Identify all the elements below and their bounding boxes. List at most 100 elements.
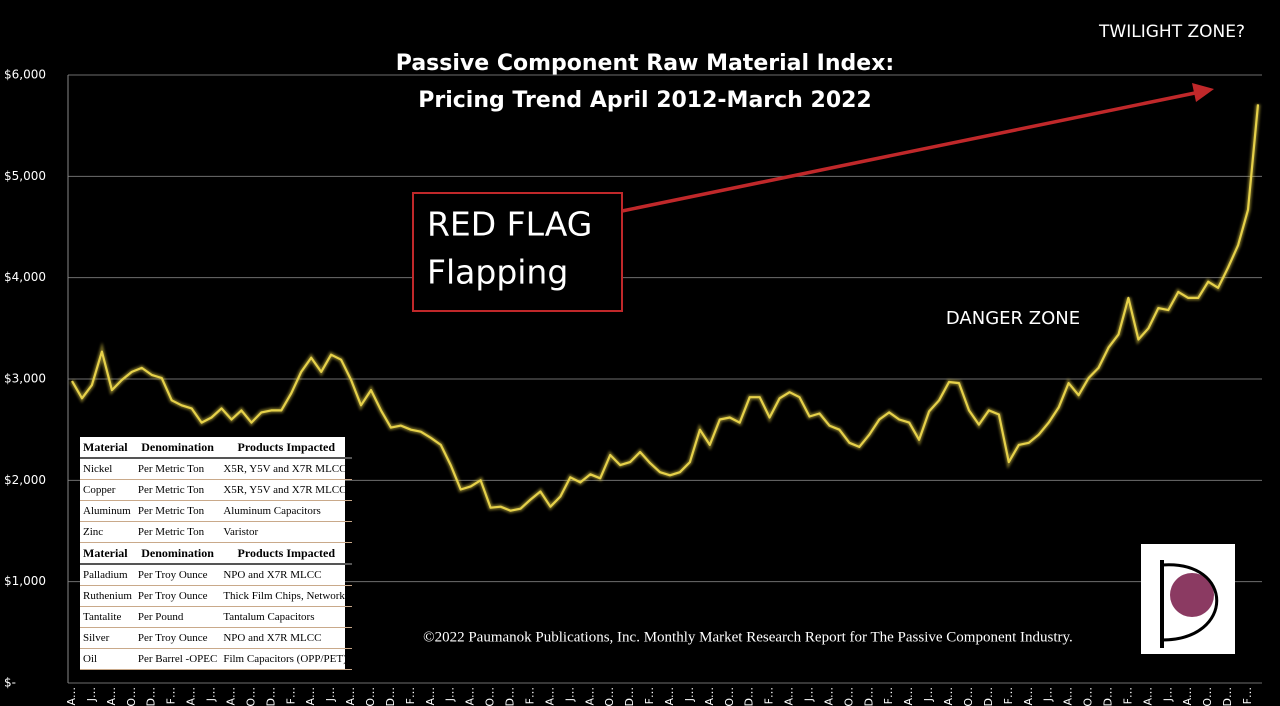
- x-tick-label: F…: [1241, 687, 1254, 704]
- x-tick-label: D…: [862, 687, 875, 706]
- x-tick-label: A…: [1141, 687, 1154, 706]
- x-tick-label: A…: [424, 687, 437, 706]
- table-cell: Silver: [80, 627, 135, 649]
- x-tick-label: D…: [264, 687, 277, 706]
- table-cell: Tantalum Capacitors: [220, 606, 353, 628]
- x-tick-label: J…: [922, 687, 935, 702]
- x-tick-label: J…: [1161, 687, 1174, 702]
- x-tick-label: A…: [583, 687, 596, 706]
- x-tick-label: J…: [1042, 687, 1055, 702]
- table-cell: Per Troy Ounce: [134, 564, 221, 586]
- x-tick-label: F…: [1121, 687, 1134, 704]
- y-tick-label: $-: [4, 676, 16, 690]
- table-cell: Tantalite: [80, 606, 135, 628]
- x-tick-label: D…: [504, 687, 517, 706]
- arrow: [621, 91, 1196, 213]
- x-tick-label: D…: [743, 687, 756, 706]
- x-tick-label: F…: [523, 687, 536, 704]
- annotation: TWILIGHT ZONE?: [1098, 22, 1245, 42]
- x-tick-label: O…: [1082, 687, 1095, 706]
- x-tick-label: F…: [165, 687, 178, 704]
- table-cell: Thick Film Chips, Networks: [220, 585, 353, 607]
- x-tick-label: A…: [304, 687, 317, 706]
- x-tick-label: F…: [643, 687, 656, 704]
- y-tick-label: $6,000: [4, 68, 46, 82]
- x-tick-label: A…: [464, 687, 477, 706]
- x-tick-label: A…: [822, 687, 835, 706]
- x-tick-label: F…: [763, 687, 776, 704]
- x-tick-label: A…: [1062, 687, 1075, 706]
- x-tick-label: A…: [902, 687, 915, 706]
- table-row: Ruthenium Per Troy Ounce Thick Film Chips,…: [80, 585, 353, 607]
- x-tick-label: O…: [723, 687, 736, 706]
- y-tick-label: $2,000: [4, 473, 46, 487]
- x-tick-label: A…: [1181, 687, 1194, 706]
- table-cell: Per Metric Ton: [134, 458, 221, 480]
- x-tick-label: A…: [1022, 687, 1035, 706]
- x-tick-label: D…: [623, 687, 636, 706]
- x-tick-label: D…: [145, 687, 158, 706]
- x-tick-label: A…: [703, 687, 716, 706]
- table-cell: Products Impacted: [220, 542, 353, 565]
- table-row: Zinc Per Metric Ton Varistor: [80, 521, 353, 543]
- table-cell: Material: [80, 542, 135, 565]
- y-tick-label: $5,000: [4, 169, 46, 183]
- annotation: DANGER ZONE: [946, 308, 1080, 329]
- logo-bowl: [1161, 563, 1219, 642]
- table-cell: Aluminum Capacitors: [220, 500, 353, 522]
- table-cell: Per Troy Ounce: [134, 585, 221, 607]
- x-tick-label: O…: [1201, 687, 1214, 706]
- x-tick-label: A…: [543, 687, 556, 706]
- table-cell: Copper: [80, 479, 135, 501]
- table-row: Copper Per Metric Ton X5R, Y5V and X7R MLC…: [80, 479, 353, 501]
- x-tick-label: J…: [563, 687, 576, 702]
- x-tick-label: F…: [882, 687, 895, 704]
- x-tick-label: J…: [803, 687, 816, 702]
- y-tick-label: $1,000: [4, 574, 46, 588]
- logo-grapes: [1170, 573, 1214, 617]
- table-cell: Varistor: [220, 521, 353, 543]
- table-cell: NPO and X7R MLCC: [220, 564, 353, 586]
- x-tick-label: O…: [244, 687, 257, 706]
- arrowhead: [1192, 83, 1214, 102]
- table-row: Oil Per Barrel -OPEC Film Capacitors (OPP/…: [80, 648, 353, 670]
- y-tick-label: $4,000: [4, 270, 46, 284]
- x-tick-label: O…: [484, 687, 497, 706]
- red-flag-box: [412, 192, 623, 312]
- table-cell: Per Barrel -OPEC: [134, 648, 221, 670]
- x-tick-label: J…: [85, 687, 98, 702]
- x-tick-label: F…: [1002, 687, 1015, 704]
- y-tick-label: $3,000: [4, 372, 46, 386]
- table: Material Denomination Products Impacted Nic…: [80, 437, 353, 670]
- chart-title: Passive Component Raw Material Index:: [396, 51, 894, 76]
- table-row: Palladium Per Troy Ounce NPO and X7R MLCC: [80, 564, 353, 586]
- x-tick-label: J…: [444, 687, 457, 702]
- table-row: Aluminum Per Metric Ton Aluminum Capacitor…: [80, 500, 353, 522]
- red-flag-annotation: RED FLAG Flapping: [412, 83, 1214, 312]
- x-tick-label: F…: [404, 687, 417, 704]
- table-row: Material Denomination Products Impacted: [80, 542, 353, 565]
- x-tick-label: D…: [1102, 687, 1115, 706]
- annotation: RED FLAG: [427, 205, 592, 244]
- line: [71, 104, 1260, 512]
- table-cell: Palladium: [80, 564, 135, 586]
- table-cell: Denomination: [134, 437, 221, 459]
- table-cell: Per Metric Ton: [134, 500, 221, 522]
- annotation: Flapping: [427, 253, 568, 292]
- materials-table: Material Denomination Products Impacted Nic…: [80, 437, 353, 670]
- x-tick-label: F…: [284, 687, 297, 704]
- table-cell: Aluminum: [80, 500, 135, 522]
- x-tick-label: A…: [224, 687, 237, 706]
- x-tick-label: A…: [783, 687, 796, 706]
- table-cell: Denomination: [134, 542, 221, 565]
- x-tick-label: A…: [185, 687, 198, 706]
- table-row: Tantalite Per Pound Tantalum Capacitors: [80, 606, 353, 628]
- x-tick-label: A…: [344, 687, 357, 706]
- table-row: Nickel Per Metric Ton X5R, Y5V and X7R MLC…: [80, 458, 353, 480]
- table-cell: Per Pound: [134, 606, 221, 628]
- x-tick-label: J…: [683, 687, 696, 702]
- x-tick-label: D…: [982, 687, 995, 706]
- chart-subtitle: Pricing Trend April 2012-March 2022: [418, 88, 872, 113]
